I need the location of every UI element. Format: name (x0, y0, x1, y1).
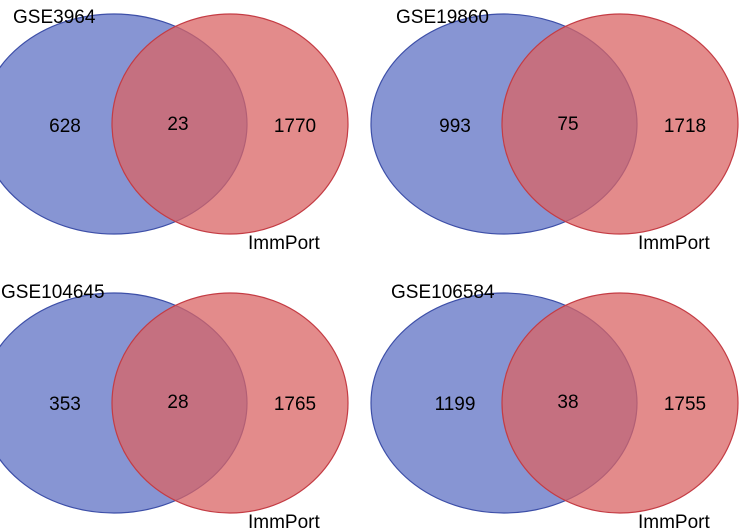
right-only-count: 1755 (664, 394, 706, 415)
left-set-label: GSE19860 (396, 7, 489, 28)
right-only-count: 1718 (664, 116, 706, 137)
venn-gse104645: GSE104645 ImmPort 353 28 1765 (0, 282, 349, 530)
left-set-label: GSE106584 (391, 282, 495, 303)
right-only-count: 1770 (274, 116, 316, 137)
right-set-circle (501, 13, 739, 235)
venn-gse3964: GSE3964 ImmPort 628 23 1770 (0, 7, 349, 254)
right-set-circle (501, 292, 739, 514)
left-only-count: 628 (49, 116, 81, 137)
venn-gse106584: GSE106584 ImmPort 1199 38 1755 (370, 282, 739, 530)
overlap-count: 23 (167, 114, 188, 135)
right-set-circle (111, 13, 349, 235)
right-only-count: 1765 (274, 394, 316, 415)
left-only-count: 1199 (435, 394, 476, 415)
right-set-label: ImmPort (248, 233, 321, 254)
overlap-count: 38 (557, 392, 578, 413)
venn-gse19860: GSE19860 ImmPort 993 75 1718 (370, 7, 739, 254)
overlap-count: 75 (557, 114, 578, 135)
right-set-circle (111, 292, 349, 514)
left-only-count: 993 (439, 116, 471, 137)
overlap-count: 28 (167, 392, 188, 413)
left-set-label: GSE104645 (1, 282, 105, 303)
right-set-label: ImmPort (638, 512, 711, 530)
left-set-label: GSE3964 (13, 7, 96, 28)
right-set-label: ImmPort (638, 233, 711, 254)
left-only-count: 353 (49, 394, 81, 415)
right-set-label: ImmPort (248, 512, 321, 530)
